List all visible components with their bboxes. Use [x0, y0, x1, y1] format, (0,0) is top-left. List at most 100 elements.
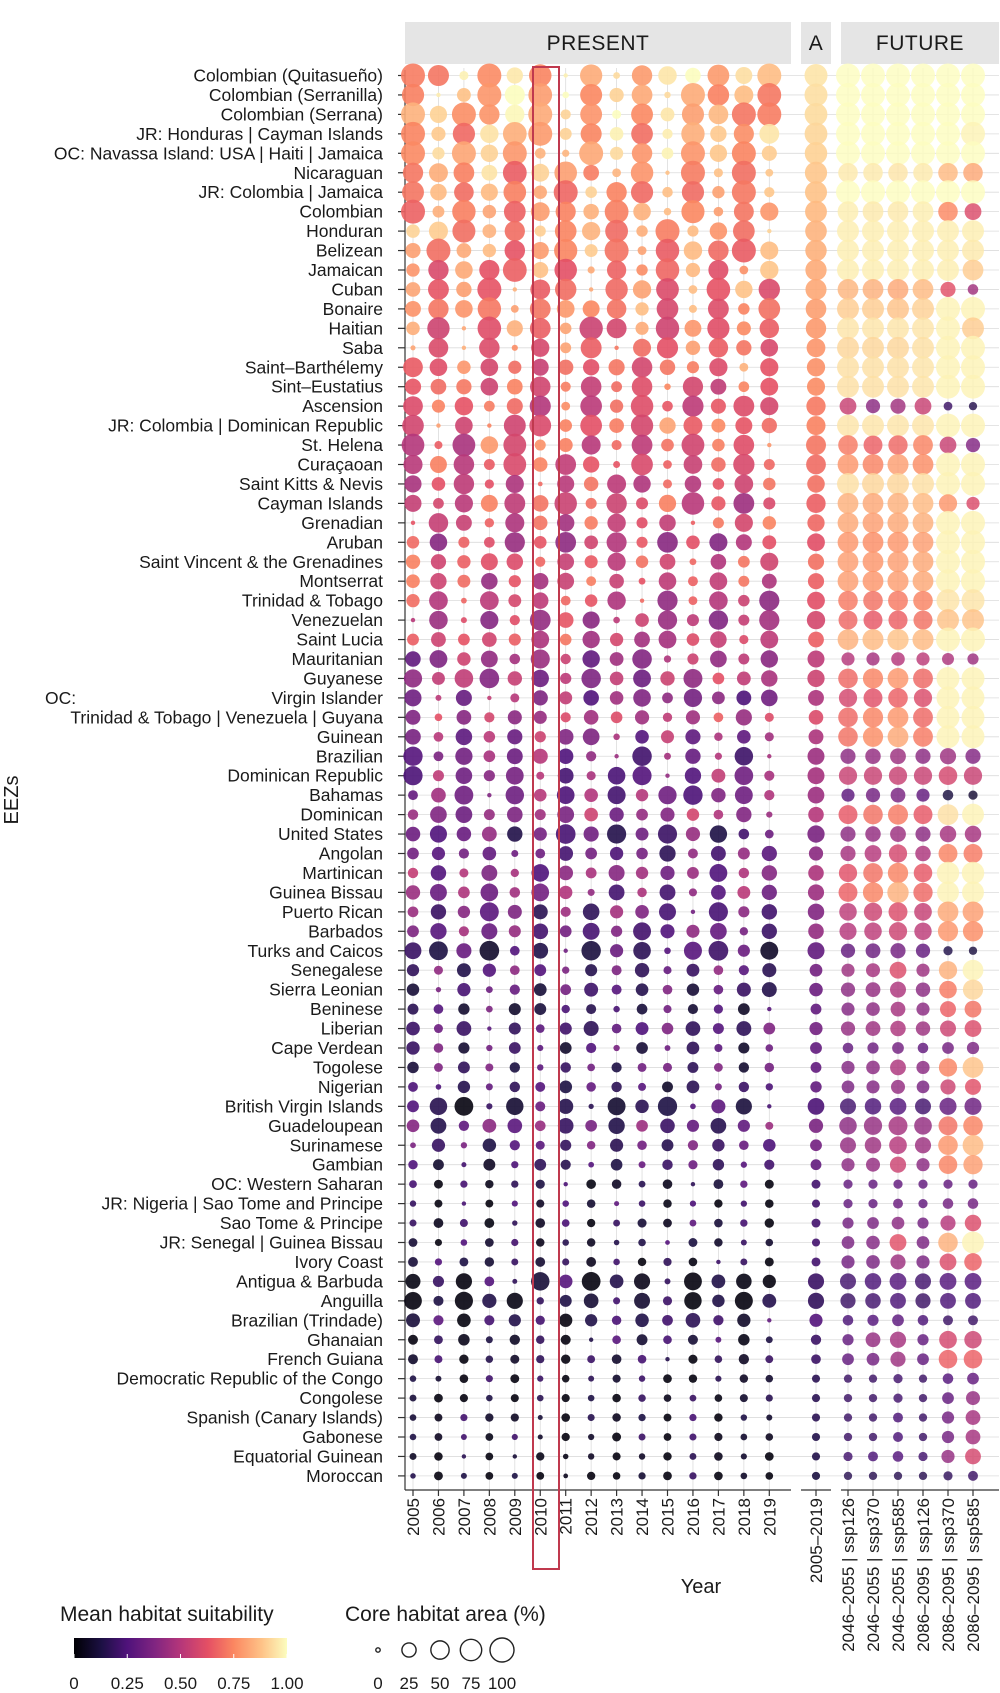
- bubble-present: [610, 944, 624, 958]
- bubble-present: [665, 1240, 670, 1245]
- bubble-future: [965, 748, 981, 764]
- bubble-present: [662, 1159, 673, 1170]
- eez-label: Spanish (Canary Islands): [187, 1408, 383, 1428]
- bubble-present: [452, 219, 476, 243]
- header-average-bg: [801, 22, 831, 64]
- bubble-future: [962, 259, 984, 281]
- bubble-present: [509, 614, 520, 626]
- bubble-present: [758, 298, 781, 320]
- bubble-future: [893, 1179, 903, 1189]
- bubble-present: [767, 754, 772, 759]
- bubble-future: [863, 590, 883, 611]
- bubble-present: [529, 298, 551, 320]
- bubble-present: [582, 611, 600, 629]
- bubble-future: [841, 652, 855, 666]
- bubble-present: [530, 376, 551, 397]
- bubble-future: [887, 356, 909, 379]
- bubble-future: [938, 1232, 958, 1253]
- bubble-future: [888, 922, 908, 941]
- bubble-present: [635, 1099, 649, 1114]
- bubble-present: [457, 1080, 471, 1094]
- bubble-present: [638, 1082, 647, 1091]
- bubble-present: [506, 320, 523, 337]
- bubble-future: [865, 399, 881, 414]
- bubble-present: [430, 378, 447, 395]
- bubble-future: [937, 804, 959, 825]
- bubble-present: [580, 83, 603, 106]
- bubble-future: [966, 496, 980, 510]
- bubble-present: [535, 556, 546, 567]
- bubble-present: [430, 923, 447, 940]
- bubble-present: [455, 689, 472, 706]
- bubble-present: [710, 846, 726, 861]
- bubble-present: [712, 1139, 725, 1152]
- bubble-future: [887, 297, 909, 320]
- bubble-future: [936, 141, 960, 166]
- bubble-present: [607, 591, 626, 610]
- bubble-present: [689, 1200, 697, 1207]
- bubble-present: [480, 553, 498, 571]
- bubble-present: [765, 1336, 773, 1344]
- bubble-present: [484, 536, 495, 548]
- bubble-future: [964, 1020, 982, 1037]
- bubble-present: [687, 1004, 699, 1015]
- bubble-future: [911, 180, 935, 205]
- bubble-future: [941, 1430, 955, 1444]
- bubble-future: [936, 335, 960, 360]
- bubble-future: [840, 1293, 856, 1309]
- bubble-present: [535, 1218, 546, 1228]
- bubble-future: [936, 666, 960, 690]
- bubble-future: [841, 1255, 855, 1269]
- bubble-future: [841, 963, 855, 977]
- bubble-present: [405, 651, 421, 667]
- bubble-present: [429, 456, 447, 473]
- bubble-average: [808, 806, 824, 823]
- bubble-future: [962, 921, 984, 942]
- bubble-present: [689, 558, 697, 566]
- bubble-future: [893, 1374, 903, 1384]
- bubble-future: [943, 1471, 953, 1481]
- bubble-present: [408, 1238, 418, 1247]
- bubble-future: [968, 1470, 978, 1481]
- bubble-future: [917, 1042, 929, 1054]
- bubble-present: [760, 650, 778, 668]
- bubble-average: [804, 181, 828, 204]
- bubble-future: [962, 901, 984, 923]
- bubble-present: [406, 321, 420, 336]
- bubble-present: [409, 1414, 417, 1421]
- bubble-future: [961, 296, 985, 321]
- bubble-present: [461, 326, 467, 331]
- bubble-present: [429, 591, 448, 611]
- bubble-present: [714, 1043, 723, 1053]
- bubble-present: [635, 788, 649, 802]
- bubble-present: [529, 395, 551, 417]
- bubble-present: [663, 460, 672, 469]
- bubble-present: [609, 573, 624, 589]
- bubble-present: [428, 259, 449, 281]
- bubble-present: [405, 300, 421, 317]
- bubble-present: [662, 1062, 673, 1072]
- bubble-future: [940, 1215, 956, 1231]
- bubble-present: [408, 790, 418, 801]
- bubble-present: [510, 868, 519, 878]
- bubble-future: [940, 1079, 956, 1095]
- bubble-present: [710, 1117, 727, 1134]
- bubble-future: [887, 628, 909, 651]
- bubble-average: [807, 786, 825, 804]
- bubble-present: [507, 729, 523, 745]
- bubble-future: [837, 239, 859, 262]
- bubble-future: [837, 570, 859, 592]
- bubble-present: [661, 1022, 674, 1035]
- bubble-present: [532, 495, 549, 512]
- bubble-present: [686, 1041, 700, 1055]
- bubble-present: [735, 417, 753, 435]
- bubble-present: [582, 630, 600, 649]
- bubble-future: [939, 1253, 957, 1271]
- bubble-present: [482, 243, 497, 258]
- bubble-present: [510, 1394, 519, 1403]
- bubble-future: [938, 162, 958, 183]
- bubble-present: [685, 1021, 701, 1036]
- bubble-future: [862, 297, 884, 320]
- bubble-future: [961, 666, 985, 690]
- bubble-future: [912, 629, 934, 651]
